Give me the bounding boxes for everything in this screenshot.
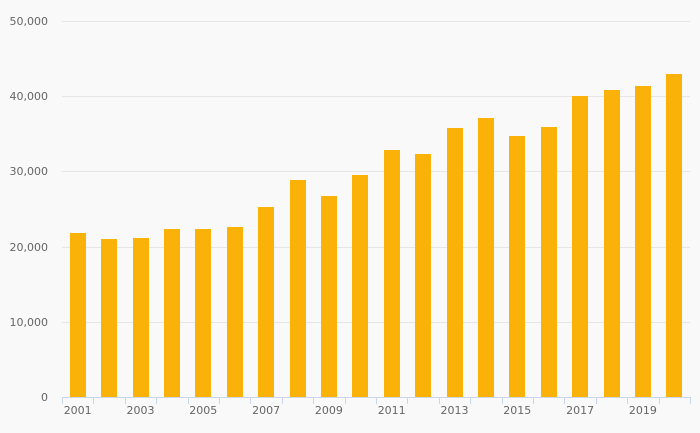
bar-2014[interactable] (477, 118, 494, 397)
x-axis-tick (502, 397, 503, 404)
gridline (62, 247, 690, 248)
x-axis-tick (533, 397, 534, 404)
bar-2010[interactable] (352, 175, 369, 397)
bar-2001[interactable] (69, 233, 86, 397)
x-axis-label: 2011 (377, 404, 406, 417)
bar-2018[interactable] (603, 90, 620, 397)
x-axis-tick (188, 397, 189, 404)
bar-2003[interactable] (132, 238, 149, 397)
bar-2017[interactable] (572, 96, 589, 397)
x-axis-tick (627, 397, 628, 404)
bar-2012[interactable] (415, 154, 432, 397)
y-axis-label: 50,000 (9, 15, 49, 28)
bar-2008[interactable] (289, 179, 306, 397)
bar-2005[interactable] (195, 229, 212, 397)
x-axis-label: 2013 (440, 404, 469, 417)
x-axis-tick (156, 397, 157, 404)
bar-2015[interactable] (509, 136, 526, 397)
x-axis-tick (250, 397, 251, 404)
x-axis-tick (93, 397, 94, 404)
x-axis-tick (596, 397, 597, 404)
y-axis-label: 10,000 (9, 316, 49, 329)
x-axis-tick (407, 397, 408, 404)
bar-2009[interactable] (320, 196, 337, 397)
x-axis-tick (282, 397, 283, 404)
x-axis-tick (376, 397, 377, 404)
x-axis-label: 2005 (189, 404, 218, 417)
x-axis-label: 2015 (503, 404, 532, 417)
y-axis-label: 20,000 (9, 241, 49, 254)
x-axis-tick (125, 397, 126, 404)
x-axis-label: 2001 (63, 404, 92, 417)
y-axis-label: 0 (41, 391, 48, 404)
bar-2020[interactable] (666, 73, 683, 397)
bar-2016[interactable] (540, 127, 557, 397)
x-axis-tick (313, 397, 314, 404)
x-axis-tick (219, 397, 220, 404)
gridline (62, 96, 690, 97)
x-axis-tick (345, 397, 346, 404)
x-axis-tick (439, 397, 440, 404)
x-axis-tick (470, 397, 471, 404)
x-axis-label: 2007 (252, 404, 281, 417)
gridline (62, 171, 690, 172)
x-axis-label: 2009 (314, 404, 343, 417)
gridline (62, 322, 690, 323)
x-axis-tick (62, 397, 63, 404)
bar-2013[interactable] (446, 127, 463, 397)
x-axis-tick (564, 397, 565, 404)
gridline (62, 21, 690, 22)
y-axis-label: 40,000 (9, 90, 49, 103)
bar-2006[interactable] (226, 227, 243, 397)
x-axis-tick (659, 397, 660, 404)
bar-2004[interactable] (163, 228, 180, 397)
x-axis-label: 2019 (628, 404, 657, 417)
x-axis-label: 2003 (126, 404, 155, 417)
x-axis-tick (690, 397, 691, 404)
bar-2002[interactable] (101, 239, 118, 397)
bar-2007[interactable] (258, 207, 275, 397)
y-axis-label: 30,000 (9, 165, 49, 178)
bar-2011[interactable] (383, 150, 400, 397)
x-axis-label: 2017 (566, 404, 595, 417)
bar-2019[interactable] (634, 85, 651, 397)
